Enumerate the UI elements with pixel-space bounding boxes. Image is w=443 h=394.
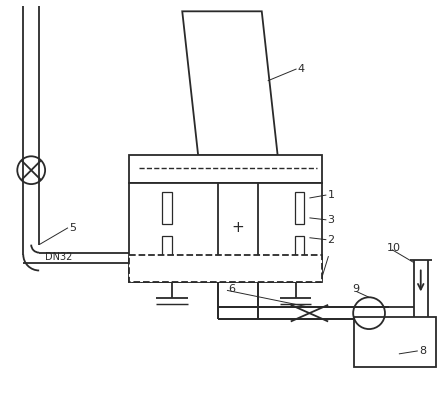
Text: DN32: DN32 <box>45 252 73 262</box>
Bar <box>163 236 172 268</box>
Bar <box>128 155 323 183</box>
Text: 1: 1 <box>327 190 334 200</box>
Text: 8: 8 <box>419 346 426 356</box>
Bar <box>295 192 304 224</box>
Text: 2: 2 <box>327 235 334 245</box>
Text: +: + <box>232 220 244 235</box>
Text: 3: 3 <box>327 215 334 225</box>
Bar <box>354 317 435 367</box>
Bar <box>295 236 304 268</box>
Bar <box>163 192 172 224</box>
Text: 6: 6 <box>228 284 235 294</box>
Text: 5: 5 <box>69 223 76 233</box>
Bar <box>128 255 323 282</box>
Polygon shape <box>182 11 278 155</box>
Text: 10: 10 <box>387 243 401 253</box>
Text: 4: 4 <box>298 64 305 74</box>
Text: 9: 9 <box>352 284 359 294</box>
Bar <box>128 183 323 282</box>
